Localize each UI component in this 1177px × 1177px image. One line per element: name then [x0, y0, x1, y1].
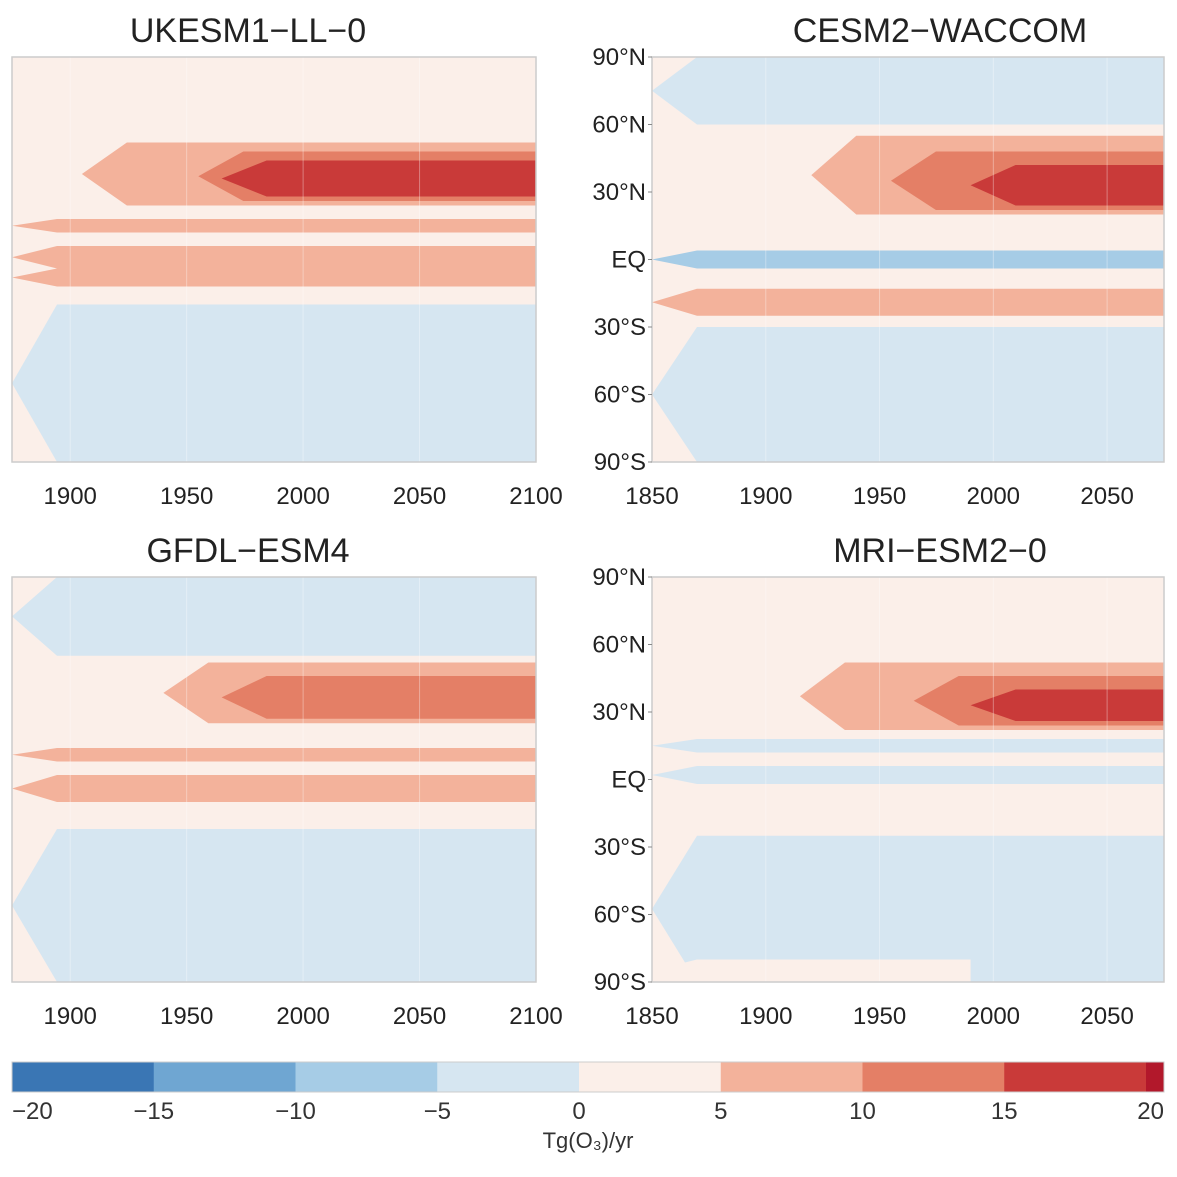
x-tick-label: 2100: [509, 1003, 562, 1030]
y-tick-label: EQ: [611, 247, 646, 274]
contour-band: [12, 219, 536, 233]
y-tick-label: 60°N: [592, 112, 646, 139]
contour-band: [652, 250, 1164, 269]
x-tick-label: 2000: [276, 483, 329, 510]
colorbar-tick-label: 5: [714, 1098, 727, 1125]
y-tick-label: 60°S: [594, 902, 646, 929]
colorbar-tick-label: −10: [275, 1098, 316, 1125]
x-tick-label: 1900: [44, 483, 97, 510]
contour-band: [652, 57, 1164, 125]
colorbar-units-label: Tg(O₃)/yr: [543, 1128, 634, 1153]
y-tick-label: 60°S: [594, 382, 646, 409]
contour-field: [12, 577, 536, 982]
contour-band: [12, 748, 536, 762]
gridlines: [765, 57, 1108, 462]
x-tick-label: 2050: [393, 483, 446, 510]
x-tick-label: 1850: [625, 1003, 678, 1030]
panel-title: UKESM1−LL−0: [130, 12, 366, 50]
x-tick-label: 1900: [44, 1003, 97, 1030]
contour-band: [652, 766, 1164, 784]
colorbar-segment: [12, 1062, 155, 1092]
y-tick-label: 30°S: [594, 834, 646, 861]
x-tick-label: 2000: [276, 1003, 329, 1030]
panel-title: MRI−ESM2−0: [833, 532, 1047, 570]
colorbar-tick-label: 0: [572, 1098, 585, 1125]
contour-band: [12, 97, 536, 136]
contour-band: [12, 57, 536, 98]
panel-mri-esm2: MRI−ESM2−0 1850 1900 1950 2000 2050 90°N 60°N 3…: [592, 532, 1165, 1030]
contour-band: [12, 304, 536, 462]
contour-band: [12, 829, 536, 982]
y-tick-label: 30°N: [592, 699, 646, 726]
axes-frame: [11, 56, 537, 463]
y-tick-label: 90°S: [594, 449, 646, 476]
colorbar-segment: [295, 1062, 438, 1092]
contour-band: [12, 775, 536, 802]
contour-band: [652, 835, 1164, 982]
panel-gfdl-esm4: GFDL−ESM4 1900 1950 2000 2050 2100: [11, 532, 563, 1030]
y-tick-label: 90°S: [594, 969, 646, 996]
x-tick-label: 2100: [509, 483, 562, 510]
x-tick-label: 2050: [1080, 483, 1133, 510]
colorbar-segment: [862, 1062, 1005, 1092]
colorbar: −20 −15 −10 −5 0 5 10 15 20: [11, 1061, 1165, 1125]
contour-band: [12, 246, 536, 269]
colorbar-tick-label: 10: [849, 1098, 876, 1125]
contour-field: [652, 57, 1164, 462]
x-tick-label: 1900: [739, 483, 792, 510]
x-tick-label: 1950: [853, 483, 906, 510]
y-tick-label: 90°N: [592, 564, 646, 591]
x-tick-label: 1950: [160, 483, 213, 510]
contour-field: [12, 57, 536, 462]
panel-title: CESM2−WACCOM: [793, 12, 1087, 50]
y-tick-label: 60°N: [592, 632, 646, 659]
colorbar-tick-label: 20: [1137, 1098, 1164, 1125]
x-tick-label: 1950: [853, 1003, 906, 1030]
colorbar-frame: [11, 1061, 1165, 1093]
colorbar-segment: [720, 1062, 863, 1092]
gridlines: [69, 57, 421, 462]
contour-band: [221, 676, 536, 719]
colorbar-segment: [437, 1062, 580, 1092]
gridlines: [69, 577, 421, 982]
panel-cesm2-waccom: CESM2−WACCOM 1850 1900 1950 2000 2050 90°N 60°…: [592, 12, 1165, 510]
x-tick-label: 1950: [160, 1003, 213, 1030]
colorbar-segment: [1004, 1062, 1147, 1092]
colorbar-tick-label: −5: [424, 1098, 451, 1125]
colorbar-segment: [579, 1062, 722, 1092]
x-tick-label: 2050: [393, 1003, 446, 1030]
colorbar-tick-label: 15: [991, 1098, 1018, 1125]
contour-band: [163, 802, 536, 825]
contour-band: [652, 288, 1164, 316]
contour-field: [652, 577, 1164, 982]
gridlines: [765, 577, 1108, 982]
contour-band: [12, 268, 536, 287]
y-tick-label: EQ: [611, 767, 646, 794]
x-tick-label: 2000: [967, 483, 1020, 510]
contour-band: [221, 160, 536, 197]
colorbar-tick-label: −15: [133, 1098, 174, 1125]
contour-band: [970, 165, 1164, 206]
colorbar-extend: [1146, 1062, 1164, 1092]
contour-band: [652, 327, 1164, 462]
y-tick-label: 90°N: [592, 44, 646, 71]
x-tick-label: 2000: [967, 1003, 1020, 1030]
colorbar-tick-label: −20: [12, 1098, 53, 1125]
contour-band: [209, 286, 536, 305]
contour-band: [970, 689, 1164, 721]
contour-band: [12, 577, 536, 656]
panel-title: GFDL−ESM4: [146, 532, 349, 570]
x-tick-label: 1850: [625, 483, 678, 510]
contour-band: [652, 959, 971, 982]
y-tick-label: 30°S: [594, 314, 646, 341]
x-tick-label: 2050: [1080, 1003, 1133, 1030]
contour-band: [652, 739, 1164, 753]
panel-ukesm1: UKESM1−LL−0 1900 1950 2000 2050 2100: [11, 12, 563, 510]
colorbar-segment: [153, 1062, 296, 1092]
y-tick-label: 30°N: [592, 179, 646, 206]
x-tick-label: 1900: [739, 1003, 792, 1030]
axes-frame: [11, 576, 537, 983]
